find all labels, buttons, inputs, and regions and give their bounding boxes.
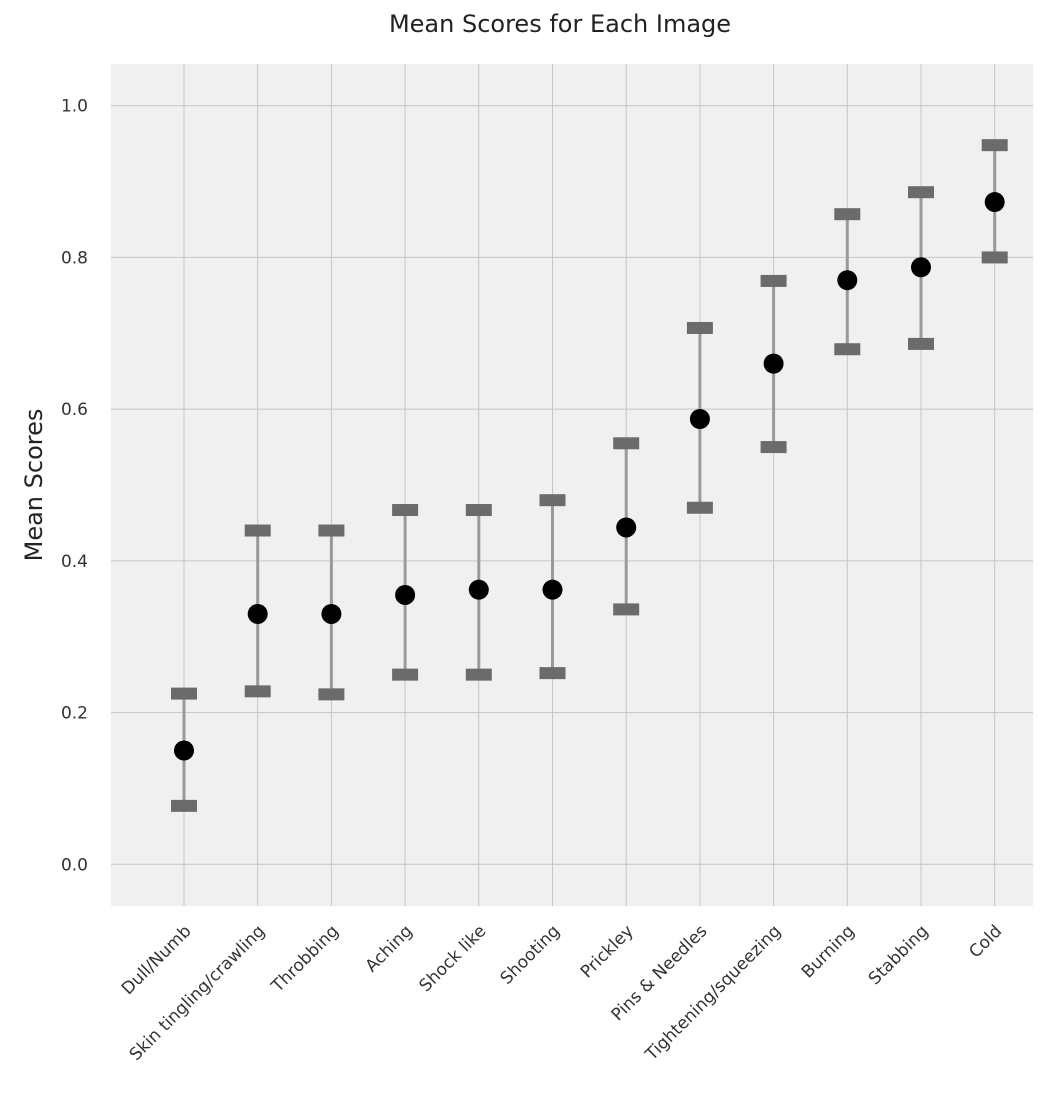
upper-cap: [539, 494, 566, 507]
x-tick-label: Stabbing: [865, 921, 933, 989]
y-axis-label: Mean Scores: [20, 409, 48, 562]
x-tick-label: Shock like: [416, 921, 491, 996]
y-tick-label: 0.8: [61, 248, 88, 268]
upper-cap: [908, 186, 934, 199]
y-tick-label: 0.4: [61, 552, 88, 572]
mean-point: [542, 579, 563, 600]
lower-cap: [244, 685, 271, 698]
x-tick-label: Dull/Numb: [118, 921, 196, 999]
upper-cap: [760, 274, 787, 287]
mean-point: [911, 257, 931, 278]
y-tick-labels: 0.0 0.2 0.4 0.6 0.8 1.0: [61, 97, 88, 876]
mean-point: [468, 579, 489, 600]
lower-cap: [539, 667, 566, 680]
x-tick-label: Burning: [798, 921, 859, 982]
upper-cap: [318, 524, 345, 537]
mean-point: [395, 584, 416, 605]
chart-title: Mean Scores for Each Image: [389, 10, 731, 38]
upper-cap: [244, 524, 271, 537]
mean-point: [174, 740, 194, 761]
x-tick-label: Prickley: [577, 921, 638, 982]
upper-cap: [686, 321, 713, 334]
lower-cap: [465, 668, 492, 681]
lower-cap: [760, 441, 787, 454]
lower-cap: [686, 501, 713, 514]
series-error-bars: [171, 139, 1008, 812]
mean-point: [321, 603, 342, 624]
x-tick-label: Throbbing: [267, 921, 343, 997]
upper-cap: [981, 139, 1008, 152]
lower-cap: [392, 668, 419, 681]
y-tick-label: 1.0: [61, 97, 88, 117]
upper-cap: [392, 504, 419, 517]
upper-cap: [834, 208, 861, 221]
mean-point: [689, 409, 710, 430]
x-tick-label: Cold: [965, 921, 1006, 962]
mean-point: [616, 517, 637, 538]
mean-point: [763, 353, 784, 374]
lower-cap: [318, 688, 345, 701]
upper-cap: [465, 504, 492, 517]
y-tick-label: 0.6: [61, 400, 88, 420]
y-tick-label: 0.2: [61, 704, 88, 724]
lower-cap: [171, 799, 197, 812]
lower-cap: [834, 343, 861, 356]
lower-cap: [613, 603, 640, 616]
y-tick-label: 0.0: [61, 855, 88, 875]
upper-cap: [171, 687, 197, 700]
x-tick-label: Tightening/squeezing: [641, 921, 785, 1065]
mean-point: [837, 270, 858, 291]
mean-point: [984, 192, 1005, 213]
upper-cap: [613, 437, 640, 450]
x-tick-label: Shooting: [497, 921, 564, 988]
plot-panel: [111, 64, 1033, 906]
lower-cap: [981, 251, 1008, 264]
mean-point: [247, 603, 268, 624]
x-tick-label: Skin tingling/crawling: [126, 921, 269, 1064]
lower-cap: [908, 337, 934, 350]
x-tick-label: Aching: [362, 921, 417, 976]
